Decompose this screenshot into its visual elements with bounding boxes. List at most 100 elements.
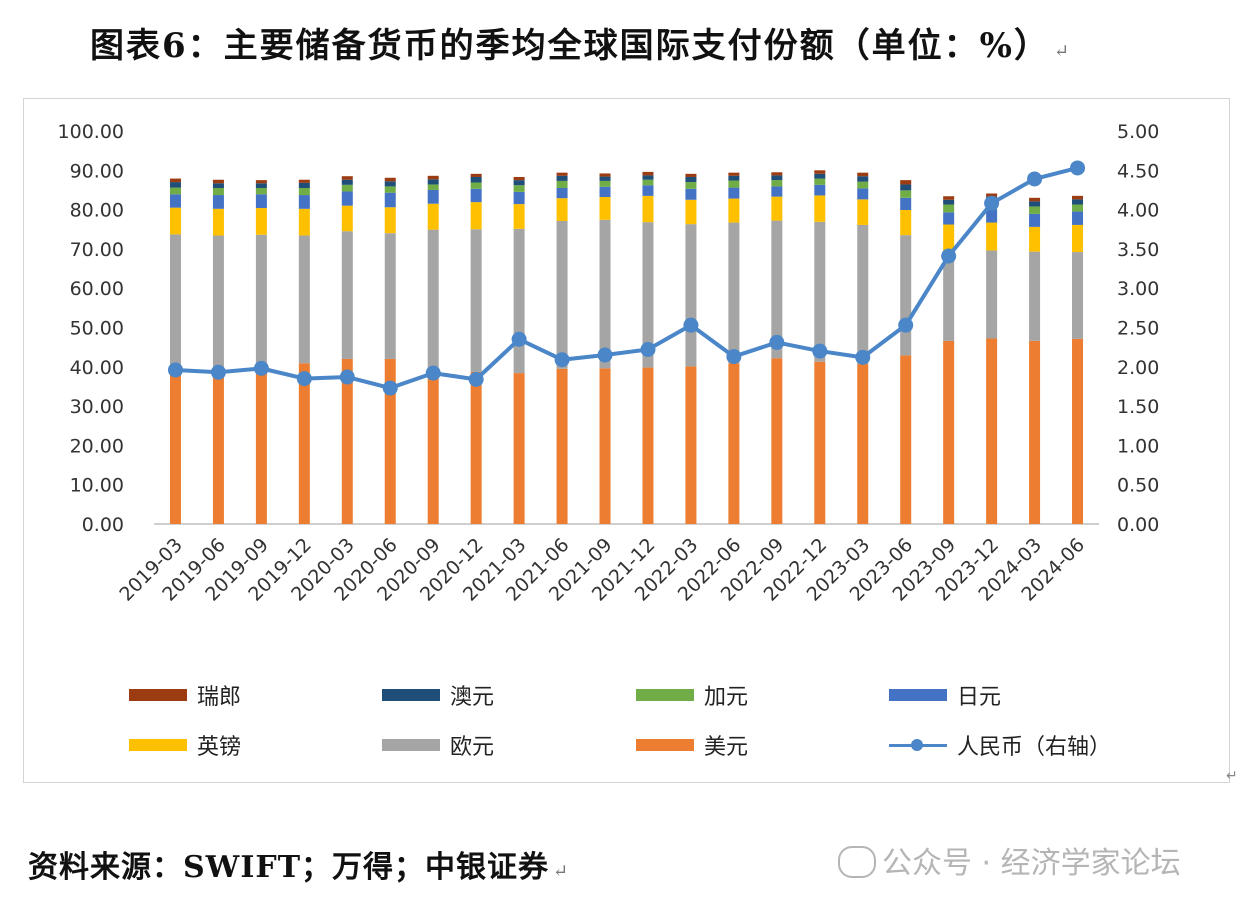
chart-title-text: 图表6：主要储备货币的季均全球国际支付份额（单位：%） (90, 26, 1050, 66)
bar-segment-14-加元 (771, 180, 783, 187)
bar-segment-16-英镑 (857, 199, 869, 225)
bar-segment-16-澳元 (857, 176, 869, 182)
rmb-point-18 (941, 248, 957, 264)
bar-segment-9-英镑 (556, 198, 568, 221)
wechat-icon (838, 845, 876, 878)
bar-segment-12-加元 (685, 182, 697, 189)
bar-segment-0-加元 (169, 187, 181, 195)
bar-segment-8-瑞郎 (513, 176, 525, 181)
rmb-point-2 (253, 360, 269, 376)
bar-segment-11-加元 (642, 179, 654, 186)
right-axis-tick-label: 1.00 (1117, 435, 1159, 457)
bar-segment-21-英镑 (1072, 224, 1084, 253)
rmb-point-12 (683, 317, 699, 333)
bar-segment-7-瑞郎 (470, 173, 482, 177)
bar-segment-9-美元 (556, 368, 568, 524)
right-axis-tick-label: 4.50 (1117, 160, 1159, 182)
right-axis-tick-label: 3.50 (1117, 239, 1159, 261)
bar-segment-8-澳元 (513, 180, 525, 186)
bar-segment-4-加元 (341, 184, 353, 192)
bar-segment-3-欧元 (298, 235, 310, 364)
bar-segment-6-美元 (427, 376, 439, 524)
chart-area: 0.00 10.00 20.00 30.00 40.00 50.00 60.00 70.00 8… (23, 98, 1230, 783)
bar-segment-10-英镑 (599, 197, 611, 220)
bar-segment-6-加元 (427, 184, 439, 190)
bar-segment-18-加元 (943, 204, 955, 213)
bar-segment-6-欧元 (427, 229, 439, 377)
rmb-point-8 (511, 331, 527, 347)
bar-segment-9-澳元 (556, 175, 568, 181)
bar-segment-8-欧元 (513, 228, 525, 374)
bar-segment-9-加元 (556, 180, 568, 188)
bar-segment-0-英镑 (169, 207, 181, 235)
bar-segment-0-瑞郎 (169, 178, 181, 183)
bar-segment-2-日元 (255, 194, 267, 209)
rmb-point-1 (210, 364, 226, 380)
watermark-text: 公众号 · 经济学家论坛 (882, 846, 1181, 881)
bar-segment-1-瑞郎 (212, 179, 224, 184)
bar-segment-6-澳元 (427, 179, 439, 185)
bar-segment-7-加元 (470, 182, 482, 189)
bar-segment-20-澳元 (1029, 201, 1041, 207)
bar-segment-15-日元 (814, 184, 826, 196)
bar-segment-17-日元 (900, 197, 912, 210)
bar-segment-20-美元 (1029, 340, 1041, 524)
bar-segment-17-英镑 (900, 209, 912, 236)
bar-segment-11-日元 (642, 185, 654, 196)
bar-segment-14-日元 (771, 186, 783, 197)
bar-segment-17-美元 (900, 355, 912, 524)
bar-segment-21-瑞郎 (1072, 195, 1084, 200)
bar-segment-12-美元 (685, 366, 697, 524)
bar-segment-9-瑞郎 (556, 172, 568, 176)
bar-segment-0-日元 (169, 194, 181, 208)
bar-segment-19-英镑 (986, 222, 998, 251)
bar-segment-17-加元 (900, 190, 912, 198)
right-axis-tick-label: 2.00 (1117, 357, 1159, 379)
rmb-line (175, 166, 1079, 391)
bar-segment-12-欧元 (685, 224, 697, 367)
bar-segment-16-加元 (857, 181, 869, 189)
bar-segment-5-欧元 (384, 233, 396, 359)
source-text: 资料来源：SWIFT；万得；中银证券 (28, 850, 550, 885)
bar-segment-21-澳元 (1072, 199, 1084, 205)
bar-segment-18-澳元 (943, 199, 955, 205)
rmb-point-3 (296, 371, 312, 387)
bar-segment-11-英镑 (642, 195, 654, 223)
bar-segment-1-欧元 (212, 235, 224, 367)
bar-segment-13-日元 (728, 187, 740, 199)
bar-segment-15-英镑 (814, 195, 826, 222)
bar-segment-21-美元 (1072, 338, 1084, 524)
bar-segment-1-日元 (212, 195, 224, 209)
left-axis-tick-label: 80.00 (70, 200, 124, 222)
bar-segment-4-美元 (341, 358, 353, 524)
bar-segment-8-加元 (513, 185, 525, 192)
bar-segment-10-美元 (599, 368, 611, 524)
left-axis-tick-label: 60.00 (70, 278, 124, 300)
bar-segment-12-英镑 (685, 199, 697, 225)
bar-segment-5-澳元 (384, 181, 396, 187)
bars-group (169, 170, 1084, 524)
bar-segment-12-澳元 (685, 176, 697, 183)
bar-segment-14-美元 (771, 358, 783, 524)
bar-segment-7-日元 (470, 188, 482, 203)
bar-segment-2-欧元 (255, 234, 267, 367)
rmb-point-20 (1027, 171, 1043, 187)
bar-segment-4-日元 (341, 191, 353, 206)
bar-segment-7-欧元 (470, 229, 482, 372)
rmb-point-4 (339, 369, 355, 385)
rmb-point-5 (382, 380, 398, 396)
bar-segment-13-英镑 (728, 198, 740, 223)
right-axis-tick-label: 4.00 (1117, 200, 1159, 222)
rmb-point-9 (554, 352, 570, 368)
left-axis-tick-label: 20.00 (70, 435, 124, 457)
bar-segment-6-瑞郎 (427, 175, 439, 180)
bar-segment-3-加元 (298, 187, 310, 196)
bar-segment-0-澳元 (169, 182, 181, 188)
bar-segment-10-欧元 (599, 219, 611, 369)
bar-segment-19-日元 (986, 209, 998, 223)
bar-segment-11-澳元 (642, 175, 654, 180)
bar-segment-4-英镑 (341, 205, 353, 232)
bar-segment-5-日元 (384, 192, 396, 208)
bar-segment-19-瑞郎 (986, 193, 998, 197)
bar-segment-2-英镑 (255, 208, 267, 235)
